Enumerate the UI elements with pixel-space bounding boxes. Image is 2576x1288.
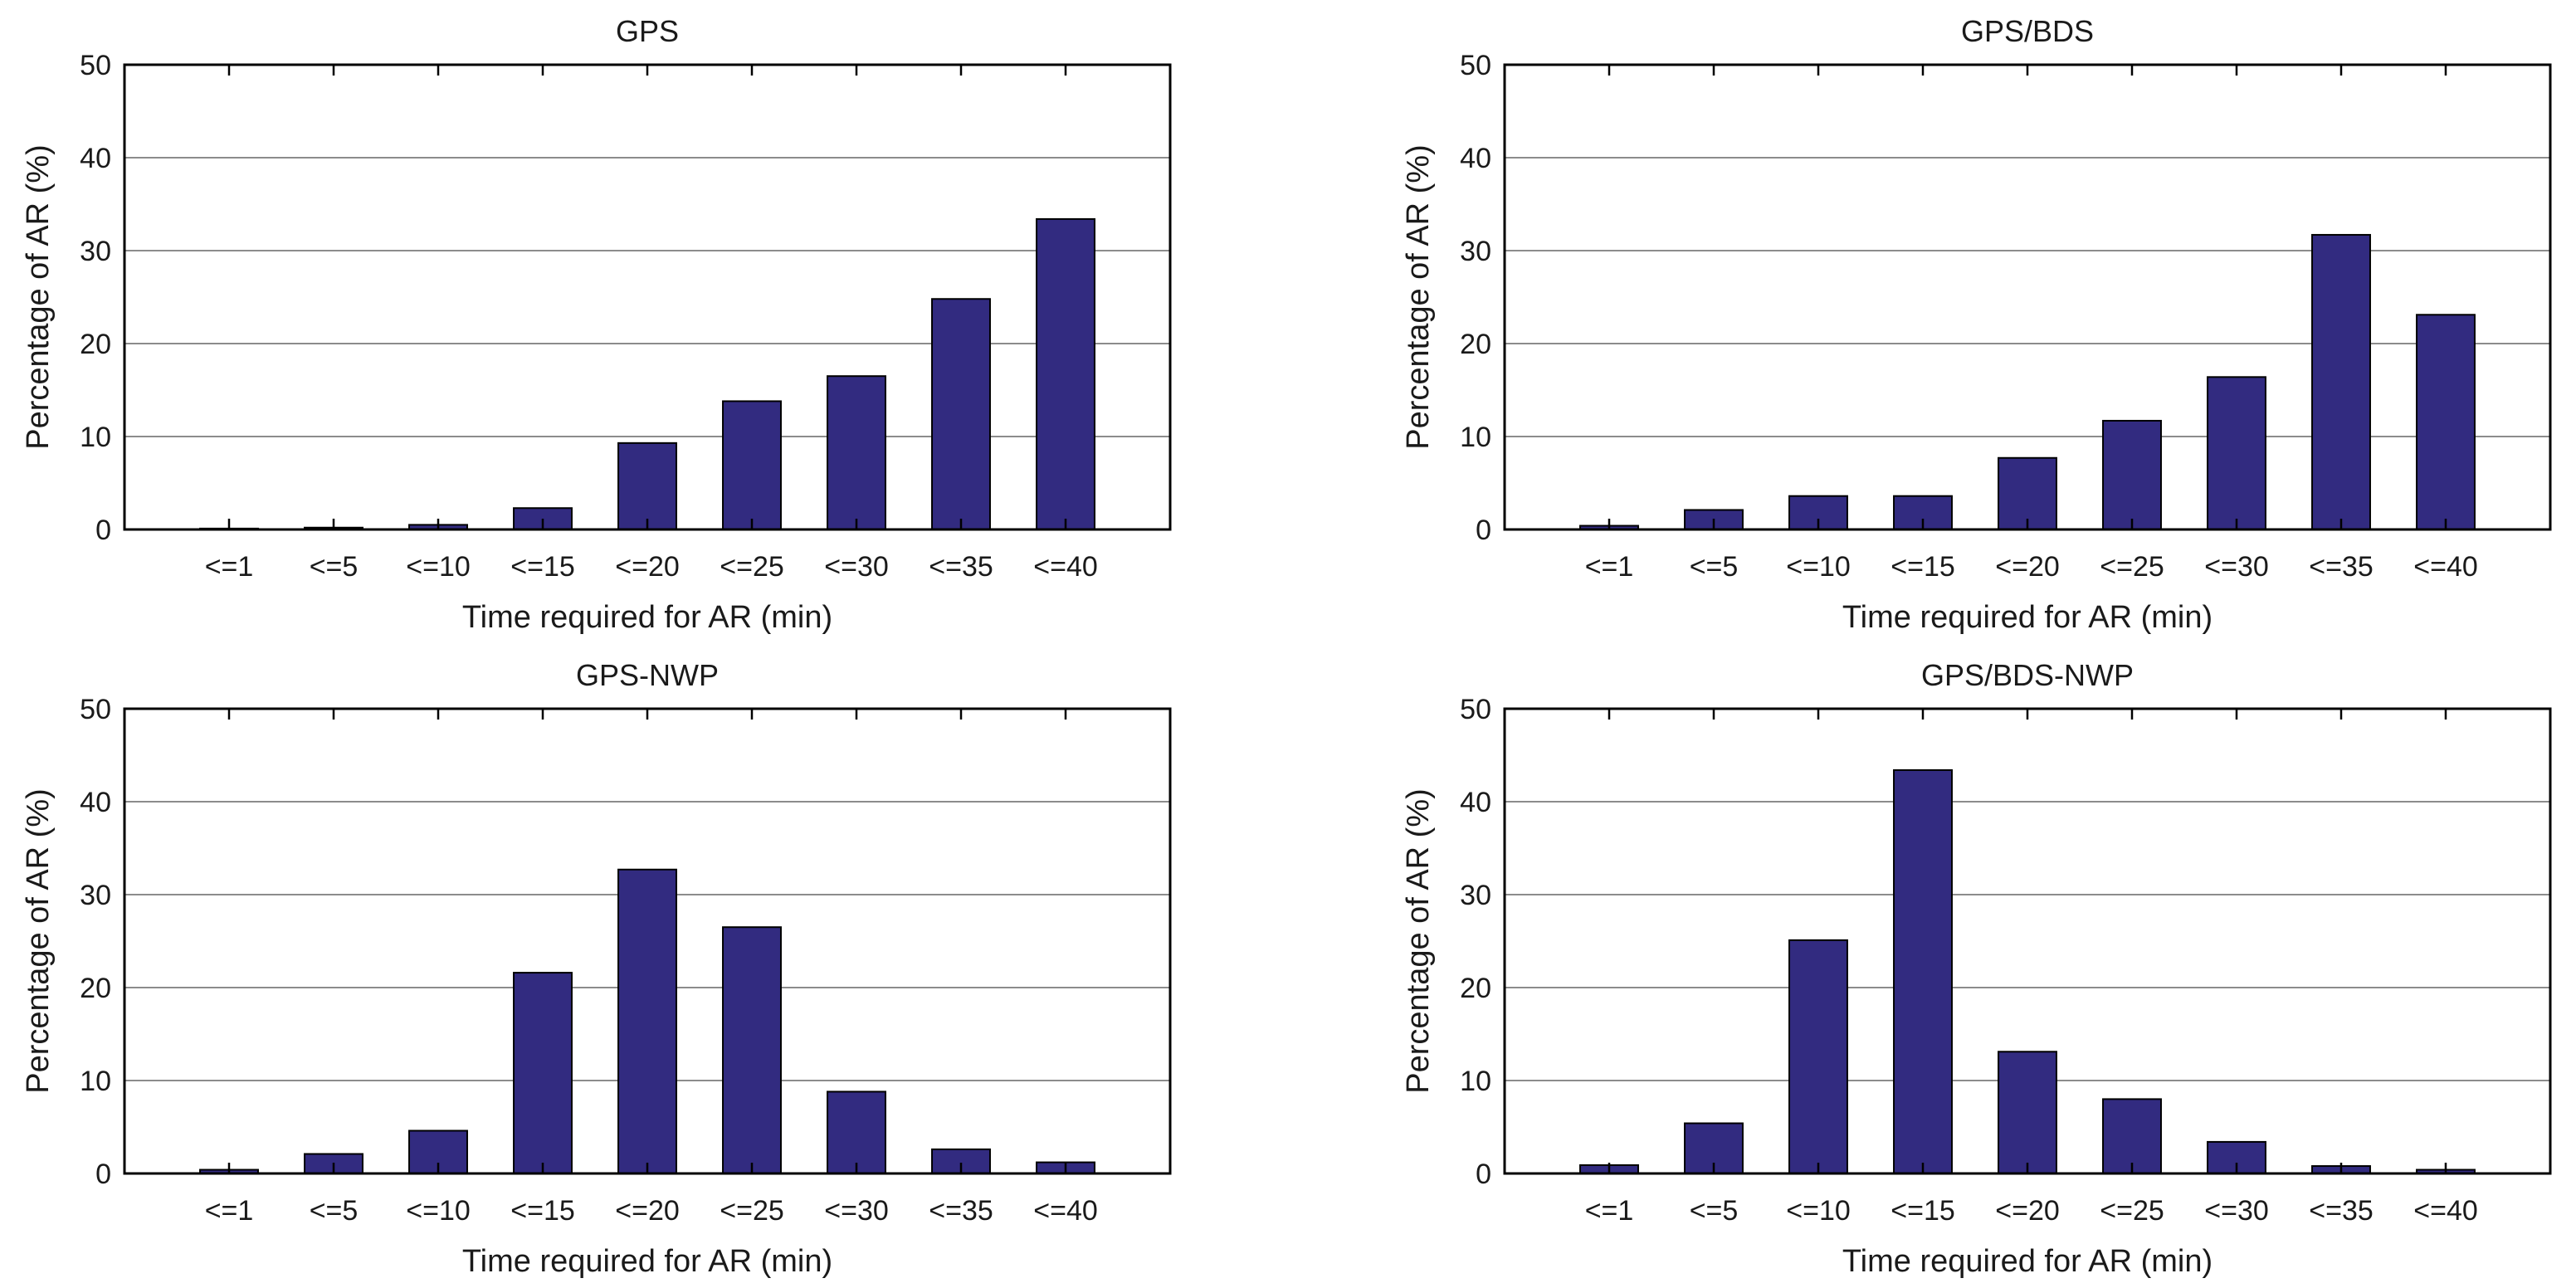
x-tick-label: <=35 [2309, 551, 2374, 583]
x-tick-label: <=15 [1891, 1195, 1955, 1227]
y-tick-label: 10 [80, 1066, 111, 1097]
bar [2207, 376, 2266, 530]
x-tick-label: <=1 [205, 1195, 254, 1227]
x-tick-label: <=10 [406, 1195, 471, 1227]
bar [2102, 419, 2162, 530]
x-tick-label: <=30 [824, 1195, 889, 1227]
bar [827, 1090, 886, 1174]
bar [1998, 1051, 2057, 1174]
y-tick-label: 20 [80, 329, 111, 360]
y-tick-label: 50 [1460, 50, 1491, 81]
x-tick-label: <=1 [1585, 1195, 1634, 1227]
y-axis-label: Percentage of AR (%) [1401, 144, 1436, 450]
bar [1036, 217, 1095, 530]
x-tick-label: <=30 [824, 551, 889, 583]
x-tick-label: <=40 [2413, 551, 2478, 583]
bar [617, 868, 677, 1174]
bar [1893, 768, 1953, 1174]
x-tick-label: <=20 [1995, 1195, 2060, 1227]
x-tick-label: <=10 [1786, 1195, 1851, 1227]
x-tick-label: <=20 [1995, 551, 2060, 583]
bar [617, 442, 677, 531]
x-tick-label: <=5 [1690, 551, 1739, 583]
y-axis-label: Percentage of AR (%) [1401, 788, 1436, 1094]
bar [2416, 314, 2476, 530]
y-tick-label: 0 [95, 515, 111, 546]
y-tick-label: 0 [95, 1159, 111, 1190]
y-tick-label: 20 [1460, 329, 1491, 360]
x-tick-label: <=15 [510, 551, 575, 583]
y-tick-label: 0 [1476, 1159, 1491, 1190]
y-tick-label: 50 [80, 50, 111, 81]
chart-panel-gps-nwp: 0 10 20 30 40 50 <=1 <=5 <=10 <=15 <=20 <=25 <=30 <=3… [0, 644, 1288, 1288]
x-tick-label: <=25 [720, 551, 784, 583]
x-tick-label: <=10 [1786, 551, 1851, 583]
y-tick-label: 30 [1460, 880, 1491, 911]
x-axis-label: Time required for AR (min) [462, 1244, 832, 1279]
plot-background [1505, 65, 2550, 529]
chart-svg: 0 10 20 30 40 50 <=1 <=5 <=10 <=15 <=20 <=25 <=30 <=3… [1401, 658, 2552, 1279]
y-tick-label: 20 [80, 973, 111, 1004]
x-tick-label: <=40 [1033, 1195, 1098, 1227]
x-tick-label: <=35 [2309, 1195, 2374, 1227]
x-tick-label: <=5 [1690, 1195, 1739, 1227]
chart-svg: 0 10 20 30 40 50 <=1 <=5 <=10 <=15 <=20 <=25 <=30 <=3… [21, 658, 1172, 1279]
y-tick-label: 20 [1460, 973, 1491, 1004]
x-tick-label: <=35 [929, 551, 993, 583]
y-tick-label: 30 [80, 236, 111, 267]
bar [513, 972, 573, 1174]
x-tick-label: <=20 [615, 1195, 680, 1227]
x-tick-label: <=25 [720, 1195, 784, 1227]
bar [722, 400, 782, 530]
x-axis-label: Time required for AR (min) [1842, 600, 2213, 635]
chart-title: GPS-NWP [576, 658, 719, 692]
x-tick-label: <=35 [929, 1195, 993, 1227]
y-tick-label: 40 [80, 787, 111, 818]
x-tick-label: <=10 [406, 551, 471, 583]
bar [1788, 939, 1848, 1174]
y-tick-label: 40 [1460, 143, 1491, 174]
x-tick-label: <=5 [310, 1195, 359, 1227]
chart-title: GPS/BDS-NWP [1921, 658, 2134, 692]
bar [931, 298, 991, 530]
chart-svg: 0 10 20 30 40 50 <=1 <=5 <=10 <=15 <=20 <=25 <=30 <=3… [1401, 14, 2552, 635]
y-tick-label: 50 [1460, 694, 1491, 725]
x-axis-label: Time required for AR (min) [462, 600, 832, 635]
y-tick-label: 50 [80, 694, 111, 725]
y-tick-label: 0 [1476, 515, 1491, 546]
x-axis-label: Time required for AR (min) [1842, 1244, 2213, 1279]
x-tick-label: <=40 [2413, 1195, 2478, 1227]
y-tick-label: 10 [1460, 422, 1491, 453]
y-tick-label: 30 [80, 880, 111, 911]
y-tick-label: 40 [80, 143, 111, 174]
x-tick-label: <=40 [1033, 551, 1098, 583]
x-tick-label: <=5 [310, 551, 359, 583]
chart-panel-gps-bds-nwp: 0 10 20 30 40 50 <=1 <=5 <=10 <=15 <=20 <=25 <=30 <=3… [1288, 644, 2576, 1288]
x-tick-label: <=25 [2100, 1195, 2164, 1227]
chart-title: GPS/BDS [1961, 14, 2094, 48]
bar [722, 926, 782, 1174]
x-tick-label: <=25 [2100, 551, 2164, 583]
chart-title: GPS [616, 14, 679, 48]
x-tick-label: <=1 [1585, 551, 1634, 583]
bar [2102, 1098, 2162, 1175]
x-tick-label: <=30 [2204, 551, 2269, 583]
y-tick-label: 10 [1460, 1066, 1491, 1097]
y-tick-label: 10 [80, 422, 111, 453]
bar [827, 375, 886, 531]
chart-panel-gps-bds: 0 10 20 30 40 50 <=1 <=5 <=10 <=15 <=20 <=25 <=30 <=3… [1288, 0, 2576, 644]
x-tick-label: <=15 [510, 1195, 575, 1227]
y-axis-label: Percentage of AR (%) [21, 788, 56, 1094]
bar [2311, 233, 2371, 530]
y-tick-label: 40 [1460, 787, 1491, 818]
chart-panel-gps: 0 10 20 30 40 50 <=1 <=5 <=10 <=15 <=20 <=25 <=30 <=3… [0, 0, 1288, 644]
x-tick-label: <=1 [205, 551, 254, 583]
y-tick-label: 30 [1460, 236, 1491, 267]
y-axis-label: Percentage of AR (%) [21, 144, 56, 450]
x-tick-label: <=15 [1891, 551, 1955, 583]
x-tick-label: <=20 [615, 551, 680, 583]
chart-svg: 0 10 20 30 40 50 <=1 <=5 <=10 <=15 <=20 <=25 <=30 <=3… [21, 14, 1172, 635]
x-tick-label: <=30 [2204, 1195, 2269, 1227]
